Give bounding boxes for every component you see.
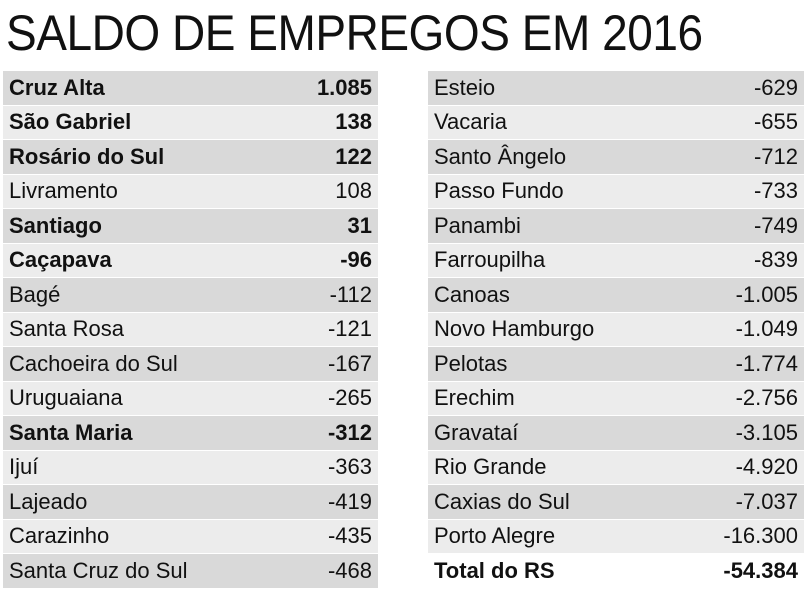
employment-balance: -167: [327, 350, 372, 376]
city-name: Santo Ângelo: [434, 143, 567, 169]
employment-balance: -265: [327, 385, 372, 411]
employment-balance: -112: [329, 281, 372, 307]
city-name: Cachoeira do Sul: [9, 350, 178, 376]
table-column-left: Cruz Alta 1.085 São Gabriel 138 Rosário do S…: [3, 70, 378, 588]
employment-balance: -1.774: [735, 350, 798, 376]
chart-title: SALDO DE EMPREGOS EM 2016: [6, 5, 703, 61]
employment-balance: -733: [753, 178, 798, 204]
employment-balance: -839: [753, 247, 798, 273]
city-name: Rio Grande: [434, 454, 547, 480]
employment-balance: 138: [335, 109, 372, 135]
city-name: São Gabriel: [9, 109, 132, 135]
city-name: Livramento: [9, 178, 118, 204]
employment-balance: -3.105: [735, 419, 798, 445]
city-name: Vacaria: [434, 109, 507, 135]
employment-balance: -16.300: [723, 523, 798, 549]
table-row: Porto Alegre -16.300: [428, 518, 804, 553]
city-name: Canoas: [434, 281, 510, 307]
city-name: Novo Hamburgo: [434, 316, 595, 342]
employment-balance: -1.005: [735, 281, 798, 307]
city-name: Esteio: [434, 74, 496, 100]
table-row: Gravataí -3.105: [428, 415, 804, 450]
employment-balance: -7.037: [735, 488, 798, 514]
city-name: Santa Maria: [9, 419, 133, 445]
table-row: Santiago 31: [3, 208, 378, 243]
employment-balance: -712: [753, 143, 798, 169]
table-column-right: Esteio -629 Vacaria -655 Santo Ângelo -712 Pas…: [428, 70, 804, 588]
table-row: Pelotas -1.774: [428, 346, 804, 381]
city-name: Bagé: [9, 281, 61, 307]
table-row: Uruguaiana -265: [3, 380, 378, 415]
employment-balance: -312: [327, 419, 372, 445]
employment-balance: -749: [753, 212, 798, 238]
employment-balance: -655: [753, 109, 798, 135]
total-row: Total do RS -54.384: [428, 553, 804, 588]
table-row: Livramento 108: [3, 173, 378, 208]
employment-balance: -419: [327, 488, 372, 514]
table-row: Esteio -629: [428, 70, 804, 105]
table-row: Cruz Alta 1.085: [3, 70, 378, 105]
city-name: Farroupilha: [434, 247, 546, 273]
table-row: Santa Cruz do Sul -468: [3, 553, 378, 588]
city-name: Carazinho: [9, 523, 110, 549]
city-name: Rosário do Sul: [9, 143, 165, 169]
city-name: Panambi: [434, 212, 521, 238]
city-name: Total do RS: [434, 557, 555, 583]
city-name: Pelotas: [434, 350, 508, 376]
table-row: Santo Ângelo -712: [428, 139, 804, 174]
city-name: Porto Alegre: [434, 523, 556, 549]
city-name: Ijuí: [9, 454, 39, 480]
table-row: Carazinho -435: [3, 518, 378, 553]
table-row: Cachoeira do Sul -167: [3, 346, 378, 381]
employment-balance: -96: [340, 247, 372, 273]
table-row: Bagé -112: [3, 277, 378, 312]
city-name: Lajeado: [9, 488, 88, 514]
city-name: Uruguaiana: [9, 385, 123, 411]
table-row: Canoas -1.005: [428, 277, 804, 312]
city-name: Erechim: [434, 385, 515, 411]
table-row: Novo Hamburgo -1.049: [428, 311, 804, 346]
table-row: São Gabriel 138: [3, 104, 378, 139]
table-row: Caxias do Sul -7.037: [428, 484, 804, 519]
employment-balance: -2.756: [735, 385, 798, 411]
employment-balance: -121: [327, 316, 372, 342]
city-name: Caxias do Sul: [434, 488, 570, 514]
employment-balance: -468: [327, 557, 372, 583]
city-name: Cruz Alta: [9, 74, 105, 100]
table-row: Passo Fundo -733: [428, 173, 804, 208]
table-row: Vacaria -655: [428, 104, 804, 139]
city-name: Passo Fundo: [434, 178, 564, 204]
city-name: Santiago: [9, 212, 102, 238]
table-row: Erechim -2.756: [428, 380, 804, 415]
employment-balance: -435: [327, 523, 372, 549]
table-row: Santa Maria -312: [3, 415, 378, 450]
table-row: Ijuí -363: [3, 449, 378, 484]
employment-balance: -4.920: [735, 454, 798, 480]
table-row: Santa Rosa -121: [3, 311, 378, 346]
table-row: Farroupilha -839: [428, 242, 804, 277]
table-row: Lajeado -419: [3, 484, 378, 519]
table-row: Caçapava -96: [3, 242, 378, 277]
table-row: Panambi -749: [428, 208, 804, 243]
employment-balance: 31: [347, 212, 372, 238]
employment-balance: -629: [753, 74, 798, 100]
city-name: Santa Cruz do Sul: [9, 557, 188, 583]
table-row: Rio Grande -4.920: [428, 449, 804, 484]
employment-balance: -1.049: [735, 316, 798, 342]
table-row: Rosário do Sul 122: [3, 139, 378, 174]
employment-balance: 108: [335, 178, 372, 204]
employment-balance: -54.384: [723, 557, 798, 583]
city-name: Gravataí: [434, 419, 519, 445]
city-name: Santa Rosa: [9, 316, 124, 342]
employment-balance: -363: [327, 454, 372, 480]
employment-balance: 1.085: [316, 74, 372, 100]
city-name: Caçapava: [9, 247, 112, 273]
employment-balance: 122: [335, 143, 372, 169]
